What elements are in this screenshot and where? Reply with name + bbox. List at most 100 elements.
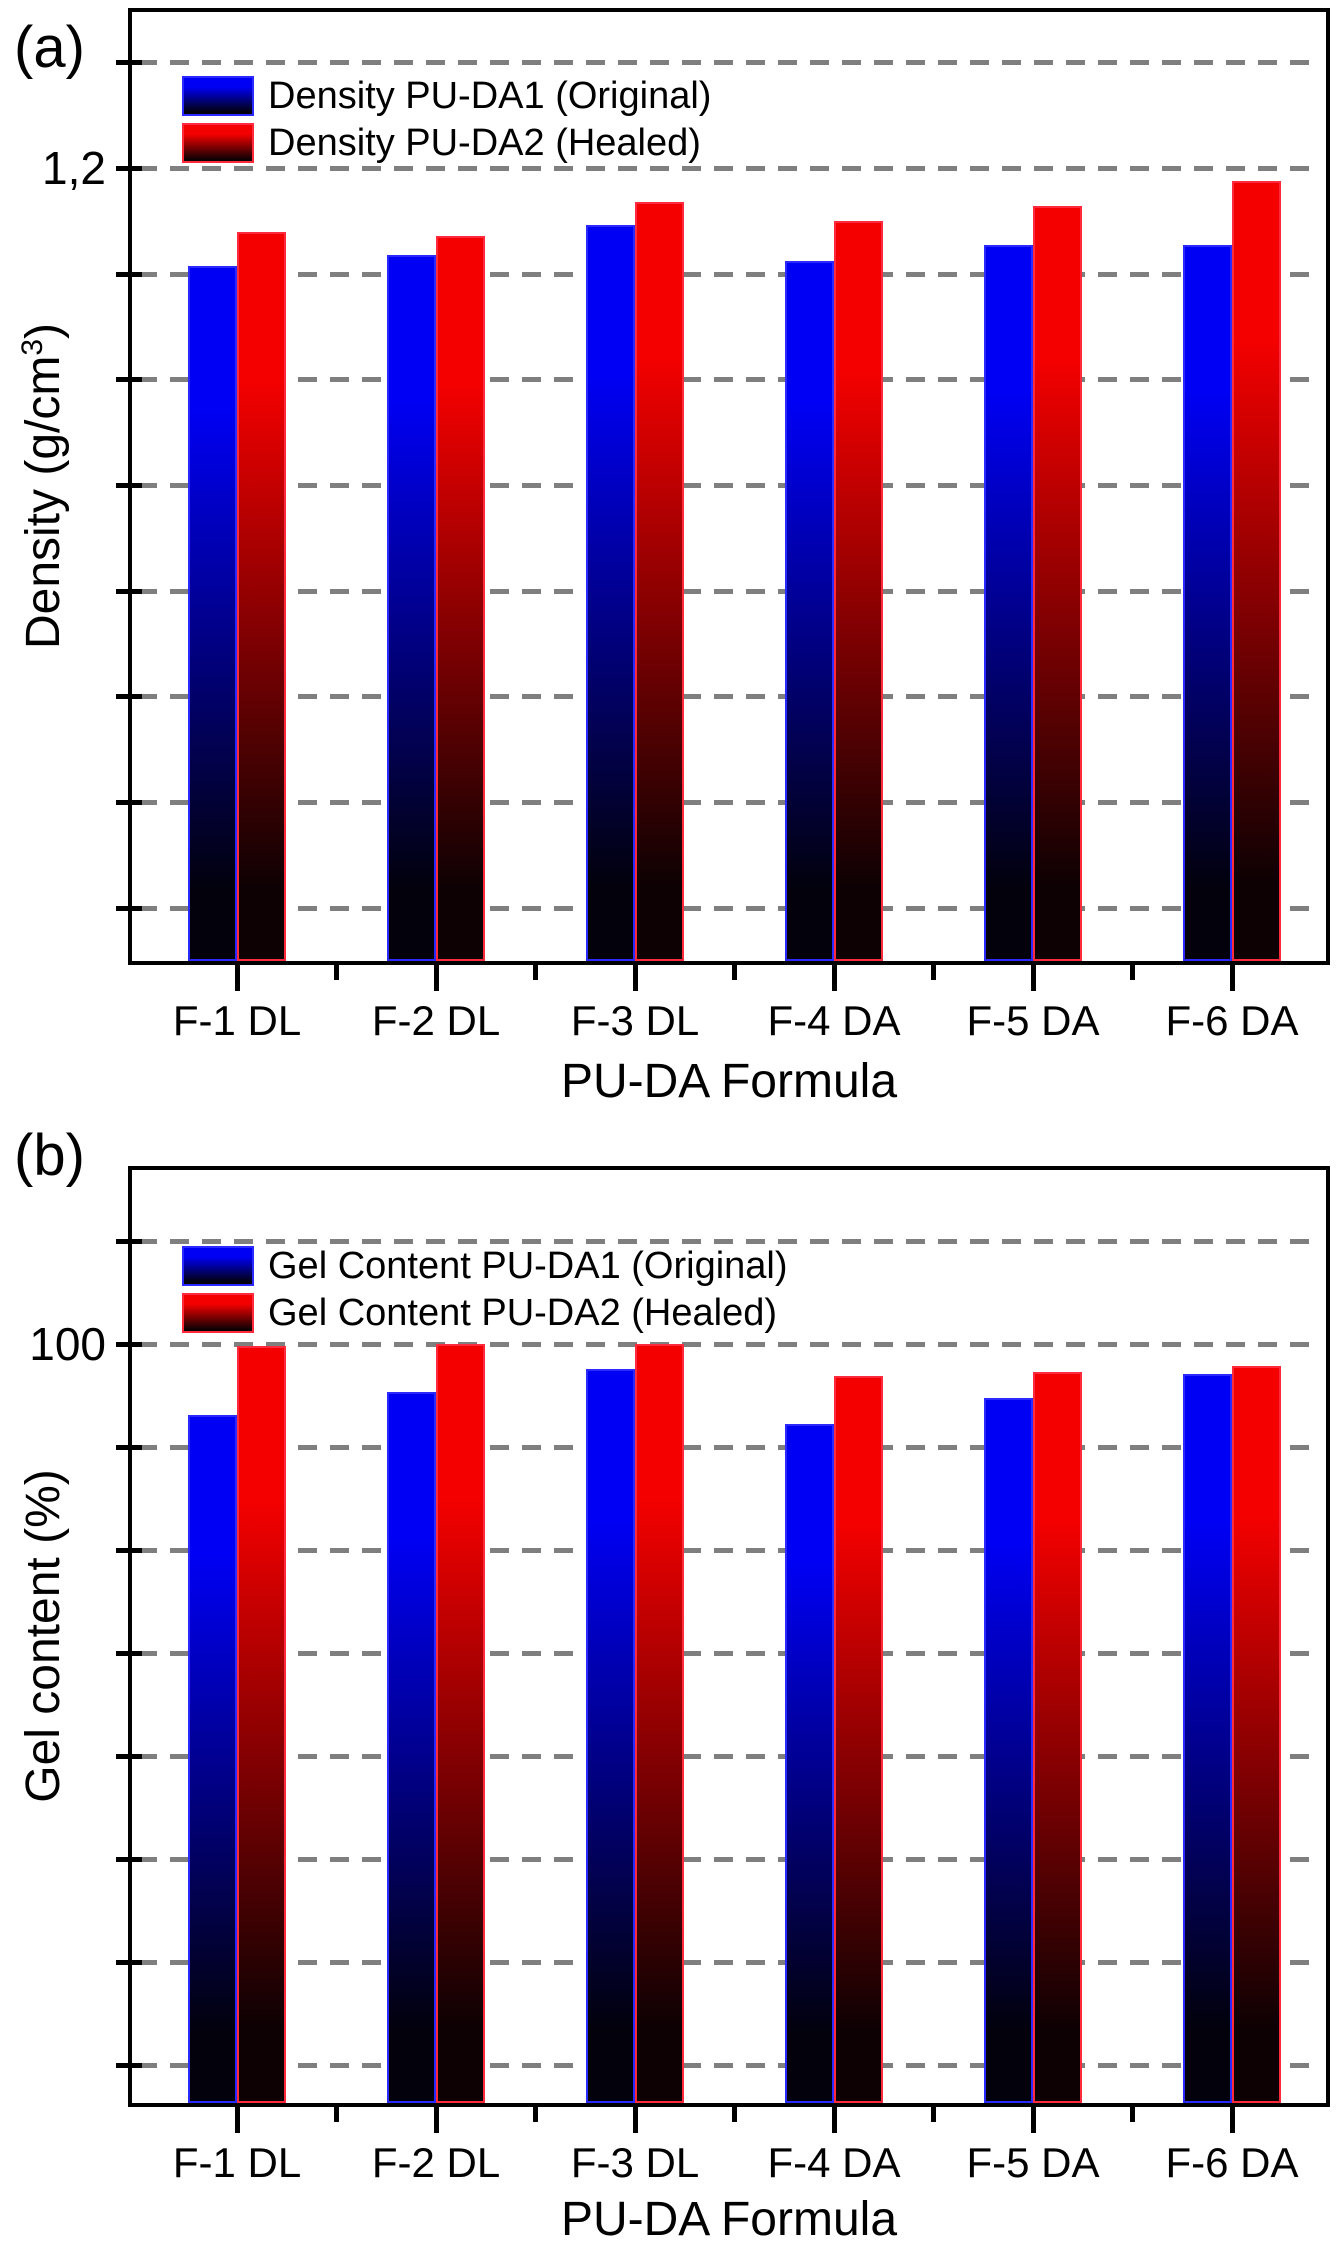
bar-F-4 DA-series1 <box>785 1423 834 2103</box>
y-tick-mark <box>116 165 142 171</box>
bar-F-6 DA-series2 <box>1232 181 1281 961</box>
bar-F-3 DL-series2 <box>635 202 684 961</box>
x-category-label: F-2 DL <box>371 2139 501 2186</box>
panel-a-plot-area: 1,2 F-1 DL F-2 DL F-3 DL F-4 DA F-5 DA F-6 DA D… <box>42 8 1330 1044</box>
x-tick-mark <box>433 965 439 991</box>
legend-label: Gel Content PU-DA2 (Healed) <box>268 1292 777 1334</box>
bar-F-4 DA-series2 <box>834 221 883 961</box>
y-tick-label: 1,2 <box>42 142 106 195</box>
panel-b-x-axis-title: PU-DA Formula <box>560 2193 898 2246</box>
x-category-label: F-4 DA <box>767 997 901 1044</box>
y-tick-mark <box>116 799 142 805</box>
bar-F-3 DL-series2 <box>635 1344 684 2103</box>
gridline <box>138 1651 1320 1656</box>
gridline <box>138 482 1320 488</box>
gridline <box>138 1960 1320 1966</box>
x-tick-mark <box>632 965 638 991</box>
y-tick-mark <box>116 1857 142 1863</box>
gridline <box>138 271 1320 277</box>
gridline <box>138 588 1320 594</box>
x-tick-mark <box>1030 965 1036 991</box>
gridline <box>138 799 1320 805</box>
gridline <box>138 377 1320 383</box>
panel-a-y-axis-title: Density (g/cm3) <box>16 322 70 650</box>
panel-b-plot-area: 100 F-1 DL F-2 DL F-3 DL F-4 DA F-5 DA F-6 DA G… <box>29 1166 1330 2186</box>
x-tick-mark <box>433 2107 439 2133</box>
legend-swatch <box>182 1246 254 1286</box>
x-tick-mark <box>1030 2107 1036 2133</box>
x-minor-tick-mark <box>533 965 538 980</box>
legend-item: Gel Content PU-DA2 (Healed) <box>182 1291 777 1335</box>
gridline <box>138 1857 1320 1863</box>
x-category-label: F-4 DA <box>767 2139 901 2186</box>
bar-F-5 DA-series1 <box>984 244 1033 961</box>
y-tick-mark <box>116 1651 142 1656</box>
gridline <box>138 1754 1320 1760</box>
panel-b-y-axis-title: Gel content (%) <box>17 1469 70 1803</box>
bar-F-3 DL-series1 <box>586 1368 635 2103</box>
bar-F-2 DL-series2 <box>436 236 485 961</box>
x-tick-mark <box>632 2107 638 2133</box>
x-minor-tick-mark <box>931 965 936 980</box>
y-tick-mark <box>116 377 142 383</box>
y-tick-mark <box>116 60 142 66</box>
y-tick-mark <box>116 1444 142 1450</box>
y-tick-mark <box>116 1547 142 1553</box>
x-minor-tick-mark <box>732 965 737 980</box>
gridline <box>138 1547 1320 1553</box>
gridline <box>138 1341 1320 1347</box>
bar-F-4 DA-series1 <box>785 261 834 961</box>
bar-F-2 DL-series2 <box>436 1344 485 2103</box>
bar-F-5 DA-series1 <box>984 1397 1033 2103</box>
bar-F-2 DL-series1 <box>387 255 436 961</box>
x-category-label: F-3 DL <box>570 997 700 1044</box>
x-category-label: F-3 DL <box>570 2139 700 2186</box>
y-tick-mark <box>116 2063 142 2069</box>
y-tick-mark <box>116 1341 142 1347</box>
bar-F-6 DA-series2 <box>1232 1365 1281 2103</box>
y-tick-mark <box>116 271 142 277</box>
panel-a-x-axis-title: PU-DA Formula <box>560 1055 898 1108</box>
y-tick-mark <box>116 482 142 488</box>
legend-swatch <box>182 1293 254 1333</box>
x-tick-mark <box>831 2107 837 2133</box>
x-minor-tick-mark <box>931 2107 936 2122</box>
bar-F-4 DA-series2 <box>834 1376 883 2103</box>
legend-item: Density PU-DA1 (Original) <box>182 74 711 118</box>
bar-F-1 DL-series2 <box>237 1346 286 2103</box>
x-category-label: F-6 DA <box>1165 2139 1299 2186</box>
bar-F-1 DL-series2 <box>237 231 286 961</box>
x-minor-tick-mark <box>732 2107 737 2122</box>
gridline <box>138 2063 1320 2069</box>
x-category-label: F-2 DL <box>371 997 501 1044</box>
y-tick-mark <box>116 694 142 700</box>
x-category-label: F-1 DL <box>172 2139 302 2186</box>
gridline <box>138 905 1320 911</box>
x-category-label: F-5 DA <box>966 2139 1100 2186</box>
x-tick-mark <box>1229 2107 1235 2133</box>
y-tick-mark <box>116 1238 142 1244</box>
legend-label: Density PU-DA2 (Healed) <box>268 122 701 164</box>
x-tick-mark <box>234 2107 240 2133</box>
legend-label: Density PU-DA1 (Original) <box>268 75 712 117</box>
bar-F-1 DL-series1 <box>188 1415 237 2103</box>
y-tick-mark <box>116 1754 142 1760</box>
x-tick-mark <box>234 965 240 991</box>
y-tick-mark <box>116 1960 142 1966</box>
x-tick-mark <box>1229 965 1235 991</box>
legend-item: Gel Content PU-DA1 (Original) <box>182 1244 788 1288</box>
gridline <box>138 1444 1320 1450</box>
legend-label: Gel Content PU-DA1 (Original) <box>268 1245 788 1287</box>
legend-swatch <box>182 123 254 163</box>
x-minor-tick-mark <box>533 2107 538 2122</box>
x-category-label: F-1 DL <box>172 997 302 1044</box>
x-tick-mark <box>831 965 837 991</box>
bar-F-6 DA-series1 <box>1183 1374 1232 2103</box>
bar-F-3 DL-series1 <box>586 225 635 961</box>
y-tick-label: 100 <box>29 1318 106 1371</box>
y-tick-mark <box>116 905 142 911</box>
panel-b-label: (b) <box>14 1123 85 1188</box>
y-tick-mark <box>116 588 142 594</box>
x-category-label: F-5 DA <box>966 997 1100 1044</box>
